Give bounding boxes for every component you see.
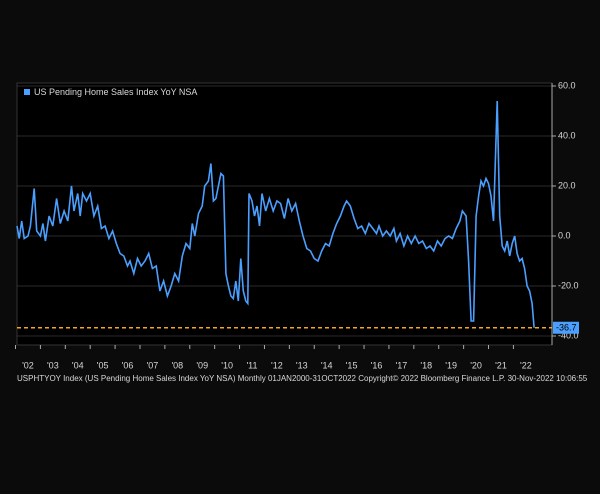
x-tick-label: '02 (22, 360, 34, 370)
x-tick-label: '17 (396, 360, 408, 370)
x-tick-label: '14 (321, 360, 333, 370)
x-tick-label: '16 (371, 360, 383, 370)
x-tick-label: '05 (97, 360, 109, 370)
y-tick-label: 60.0 (558, 80, 576, 90)
x-tick-label: '03 (47, 360, 59, 370)
x-tick-label: '04 (72, 360, 84, 370)
legend-swatch (24, 89, 30, 95)
y-tick-label: -40.0 (558, 330, 579, 340)
y-tick-label: 40.0 (558, 130, 576, 140)
last-value-label: -36.7 (556, 323, 577, 333)
x-tick-label: '15 (346, 360, 358, 370)
y-tick-label: 20.0 (558, 180, 576, 190)
footer: USPHTYOY Index (US Pending Home Sales In… (17, 374, 588, 383)
x-tick-label: '12 (271, 360, 283, 370)
x-tick-label: '08 (171, 360, 183, 370)
x-tick-label: '09 (196, 360, 208, 370)
x-tick-label: '06 (122, 360, 134, 370)
x-tick-label: '11 (246, 360, 257, 370)
x-tick-label: '22 (520, 360, 532, 370)
x-tick-label: '19 (445, 360, 457, 370)
x-tick-label: '18 (420, 360, 432, 370)
legend-label: US Pending Home Sales Index YoY NSA (34, 87, 197, 97)
y-tick-label: 0.0 (558, 230, 571, 240)
x-tick-label: '07 (147, 360, 159, 370)
x-tick-label: '21 (495, 360, 507, 370)
x-tick-label: '13 (296, 360, 308, 370)
y-tick-label: -20.0 (558, 280, 579, 290)
x-tick-label: '20 (470, 360, 482, 370)
x-tick-label: '10 (221, 360, 233, 370)
last-value-box (553, 321, 579, 334)
line-series (16, 100, 535, 328)
